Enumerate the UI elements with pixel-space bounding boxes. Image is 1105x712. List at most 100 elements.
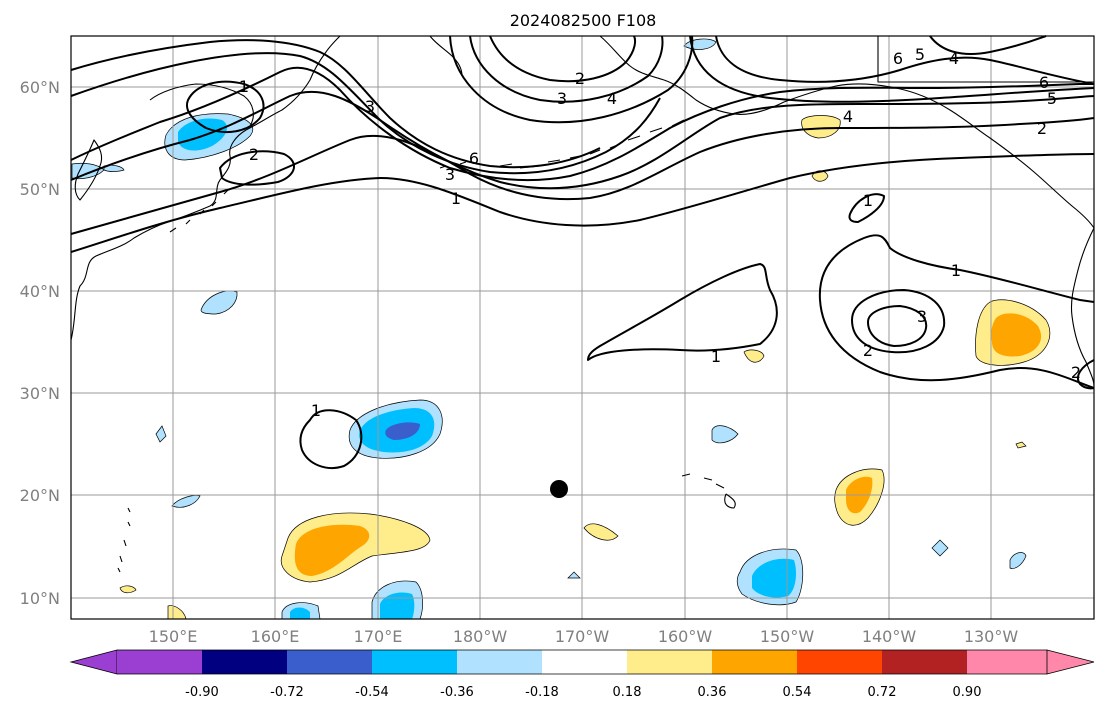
lat-label: 40°N bbox=[20, 282, 60, 301]
contour-label: 2 bbox=[575, 69, 585, 88]
colorbar-label: 0.36 bbox=[698, 685, 727, 700]
lon-label: 150°E bbox=[149, 627, 198, 646]
neg-blob-east-sm bbox=[931, 539, 949, 557]
coast-asia bbox=[70, 35, 341, 341]
lat-label: 20°N bbox=[20, 486, 60, 505]
coast-nw-arctic bbox=[429, 35, 463, 77]
longitude-labels: 150°E 160°E 170°E 180°W 170°W 160°W 150°… bbox=[149, 627, 1019, 646]
contour-2-north bbox=[70, 117, 1095, 235]
contour-6-north bbox=[70, 39, 601, 169]
contour-label: 1 bbox=[711, 347, 721, 366]
contour-label: 3 bbox=[445, 165, 455, 184]
coast-kamchatka bbox=[149, 83, 254, 127]
contour-label: 3 bbox=[917, 307, 927, 326]
lon-label: 130°W bbox=[964, 627, 1019, 646]
coast-micronesia bbox=[117, 507, 131, 573]
contour-label: 2 bbox=[249, 145, 259, 164]
neg-blob-south-c-core bbox=[290, 607, 310, 619]
lon-label: 150°W bbox=[760, 627, 815, 646]
colorbar-label: -0.18 bbox=[525, 685, 559, 700]
neg-blob-tiny-1 bbox=[155, 425, 167, 443]
contour-1-small-n bbox=[848, 193, 885, 223]
pos-blob-sw-tiny bbox=[119, 585, 137, 594]
contour-label: 1 bbox=[863, 191, 873, 210]
contour-5-ne bbox=[689, 35, 1095, 103]
colorbar-label: -0.54 bbox=[355, 685, 389, 700]
colorbar: -0.90 -0.72 -0.54 -0.36 -0.18 0.18 0.36 … bbox=[69, 649, 1095, 700]
contour-3-alaska-inner bbox=[469, 35, 664, 103]
contour-lines bbox=[70, 35, 1095, 469]
colorbar-label: 0.54 bbox=[783, 685, 812, 700]
neg-blob-hawaii-n bbox=[711, 425, 739, 444]
contour-label: 2 bbox=[863, 341, 873, 360]
neg-blob-south-a-core bbox=[752, 558, 796, 598]
colorbar-segment bbox=[202, 650, 287, 674]
lat-label: 50°N bbox=[20, 180, 60, 199]
pos-blob-mid-1 bbox=[743, 349, 765, 363]
contour-2-se-corner bbox=[1076, 359, 1095, 390]
contour-label: 4 bbox=[949, 49, 959, 68]
contour-label: 6 bbox=[469, 149, 479, 168]
colorbar-label: -0.90 bbox=[185, 685, 219, 700]
contour-3-low bbox=[867, 305, 928, 347]
colorbar-label: 0.90 bbox=[953, 685, 982, 700]
contour-label: 4 bbox=[843, 107, 853, 126]
lon-label: 170°E bbox=[354, 627, 403, 646]
colorbar-extend-low bbox=[69, 649, 118, 675]
lon-label: 160°E bbox=[251, 627, 300, 646]
colorbar-segment bbox=[882, 650, 967, 674]
contour-6-ne bbox=[715, 35, 1095, 85]
contour-1-central-pac bbox=[587, 263, 778, 361]
coast-japan bbox=[74, 139, 103, 201]
contour-label: 2 bbox=[1071, 363, 1081, 382]
lat-label: 10°N bbox=[20, 589, 60, 608]
colorbar-label: 0.18 bbox=[613, 685, 642, 700]
colorbar-outline bbox=[117, 649, 1047, 675]
lon-label: 170°W bbox=[555, 627, 610, 646]
neg-blob-tiny-2 bbox=[171, 495, 201, 508]
contour-label: 6 bbox=[893, 49, 903, 68]
coast-northamerica bbox=[1070, 227, 1095, 387]
contour-4-north bbox=[70, 66, 1094, 182]
contour-label-set: 1 2 3 3 6 1 2 3 4 4 6 5 4 6 5 2 1 1 3 2 … bbox=[239, 45, 1081, 420]
coast-alaska bbox=[599, 35, 1095, 229]
latitude-labels: 60°N 50°N 40°N 30°N 20°N 10°N bbox=[20, 78, 60, 608]
colorbar-segment bbox=[117, 650, 202, 674]
contour-1-north bbox=[70, 153, 1095, 253]
contour-2-alaska-inner bbox=[489, 35, 636, 83]
neg-blob-kamchatka-core bbox=[178, 118, 227, 151]
contour-1-east bbox=[818, 234, 1095, 303]
contour-label: 5 bbox=[915, 45, 925, 64]
pos-blob-alaska bbox=[801, 115, 841, 139]
contour-2-kamchatka bbox=[219, 150, 295, 186]
lon-label: 180°W bbox=[453, 627, 508, 646]
colorbar-segment bbox=[967, 650, 1047, 674]
contour-label: 1 bbox=[239, 77, 249, 96]
colorbar-segment bbox=[627, 650, 712, 674]
contour-label: 1 bbox=[451, 189, 461, 208]
lon-label: 140°W bbox=[862, 627, 917, 646]
neg-blob-tiny-3 bbox=[567, 571, 581, 579]
contour-label: 1 bbox=[311, 401, 321, 420]
contour-4-alaska-inner bbox=[449, 35, 694, 124]
contour-5-north bbox=[70, 52, 661, 175]
neg-blob-east-sm2 bbox=[1009, 552, 1027, 569]
coast-canada-border bbox=[877, 36, 1094, 83]
contour-label: 6 bbox=[1039, 73, 1049, 92]
map-frame bbox=[70, 35, 1095, 620]
colorbar-segment bbox=[372, 650, 457, 674]
colorbar-label: 0.72 bbox=[868, 685, 897, 700]
contour-label: 2 bbox=[1037, 119, 1047, 138]
colorbar-segment bbox=[457, 650, 542, 674]
figure-title: 2024082500 F108 bbox=[510, 11, 657, 30]
neg-blob-central-deep bbox=[385, 422, 420, 440]
pos-blob-sw-small bbox=[583, 523, 619, 541]
coastlines bbox=[70, 35, 1095, 573]
contour-4-ne bbox=[929, 35, 1047, 56]
lat-label: 60°N bbox=[20, 78, 60, 97]
contour-1-subtropical bbox=[299, 409, 363, 469]
contour-label: 3 bbox=[557, 89, 567, 108]
neg-blob-nw-pacific bbox=[200, 290, 238, 315]
anomaly-fills bbox=[71, 38, 1051, 620]
